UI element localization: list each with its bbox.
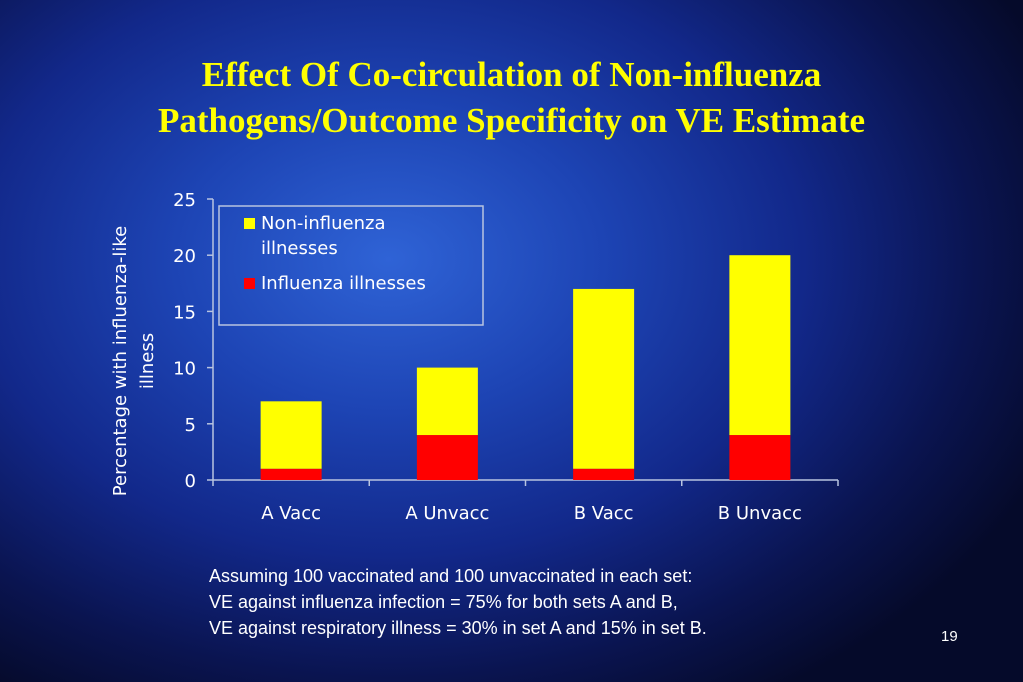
legend-label: Influenza illnesses — [261, 273, 426, 294]
legend-box — [218, 205, 484, 326]
bar-segment-non-influenza — [729, 255, 791, 436]
y-tick-label: 15 — [173, 302, 196, 323]
bar-segment-influenza — [416, 435, 478, 480]
bar-segment-influenza — [729, 435, 791, 480]
y-tick-label: 0 — [185, 471, 196, 492]
x-category-label: A Unvacc — [405, 503, 489, 524]
legend-label: illnesses — [261, 238, 338, 259]
bar-segment-influenza — [573, 468, 635, 480]
y-axis-label-line-2: illness — [137, 333, 158, 389]
slide-title: Effect Of Co-circulation of Non-influenz… — [0, 52, 1023, 143]
y-tick-label: 10 — [173, 359, 196, 380]
x-category-label: A Vacc — [261, 503, 321, 524]
slide-number: 19 — [941, 628, 958, 645]
title-line-2: Pathogens/Outcome Specificity on VE Esti… — [157, 100, 866, 140]
assumption-notes: Assuming 100 vaccinated and 100 unvaccin… — [209, 563, 707, 641]
bar-segment-non-influenza — [573, 288, 635, 469]
x-category-label: B Unvacc — [718, 503, 802, 524]
y-tick-label: 20 — [173, 246, 196, 267]
bar-segment-non-influenza — [260, 401, 322, 469]
legend-swatch-non-influenza — [244, 218, 255, 229]
bar-segment-influenza — [260, 468, 322, 480]
y-tick-label: 5 — [185, 415, 196, 436]
title-line-1: Effect Of Co-circulation of Non-influenz… — [201, 55, 822, 94]
chart-legend: Non-influenza illnesses Influenza illnesse… — [218, 205, 484, 326]
note-line-2: VE against influenza infection = 75% for… — [209, 592, 678, 612]
bar-segment-non-influenza — [416, 367, 478, 436]
legend-label: Non-influenza — [261, 213, 386, 234]
note-line-1: Assuming 100 vaccinated and 100 unvaccin… — [209, 566, 693, 586]
legend-swatch-influenza — [244, 278, 255, 289]
y-axis-label-line-1: Percentage with influenza-like — [110, 226, 131, 496]
y-tick-label: 25 — [173, 190, 196, 211]
chart-labels: 0 5 10 15 20 25 A Vacc A Unvacc B Vacc B Unvacc Pe… — [110, 190, 802, 524]
x-category-label: B Vacc — [574, 503, 634, 524]
chart-bars — [260, 255, 791, 480]
note-line-3: VE against respiratory illness = 30% in … — [209, 618, 707, 638]
